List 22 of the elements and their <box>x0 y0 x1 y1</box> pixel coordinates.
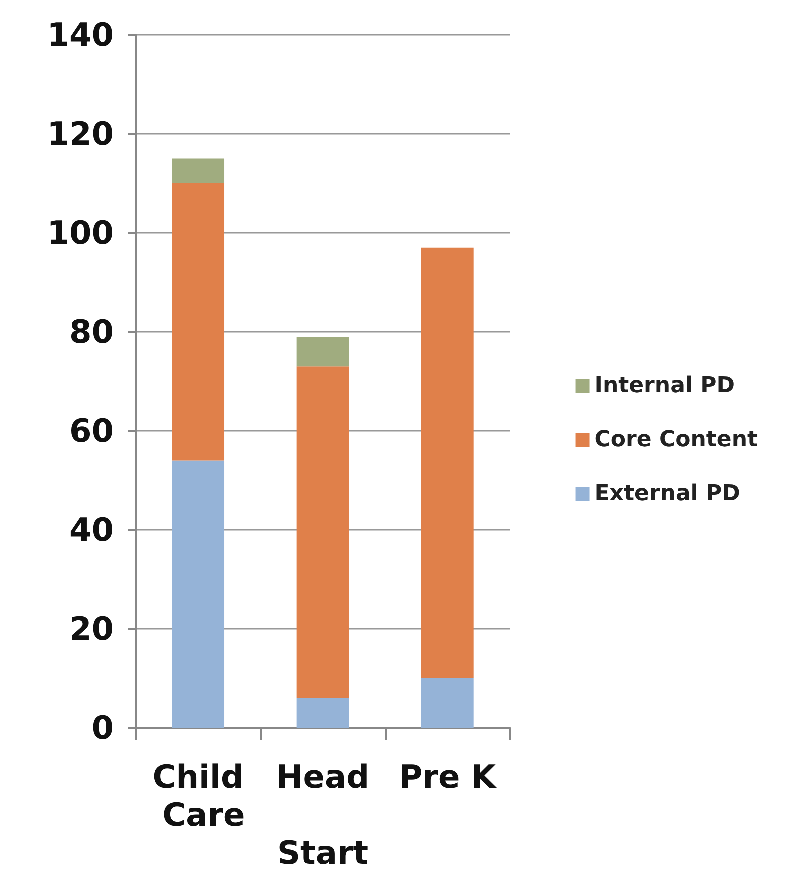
y-tick-label: 120 <box>47 115 114 153</box>
legend-label: External PD <box>594 482 740 506</box>
bar <box>172 460 225 728</box>
legend-label: Core Content <box>594 428 758 452</box>
bar <box>296 366 350 698</box>
x-tick-label: Head Start <box>276 758 370 872</box>
bar <box>296 336 350 367</box>
bar <box>421 678 474 728</box>
y-tick-label: 100 <box>47 214 114 252</box>
y-tick-label: 80 <box>69 313 114 351</box>
legend-label: Internal PD <box>594 374 736 398</box>
bar <box>172 184 225 461</box>
y-tick-label: 60 <box>69 412 114 450</box>
bar <box>172 158 225 184</box>
bar <box>296 698 350 728</box>
x-tick-label: Child Care <box>151 758 246 834</box>
y-tick-label: 20 <box>69 610 114 648</box>
y-tick-label: 40 <box>69 511 114 549</box>
y-tick-label: 0 <box>92 709 114 747</box>
x-tick-label: Pre K <box>399 758 498 796</box>
bar <box>421 248 474 678</box>
y-tick-label: 140 <box>47 16 114 54</box>
